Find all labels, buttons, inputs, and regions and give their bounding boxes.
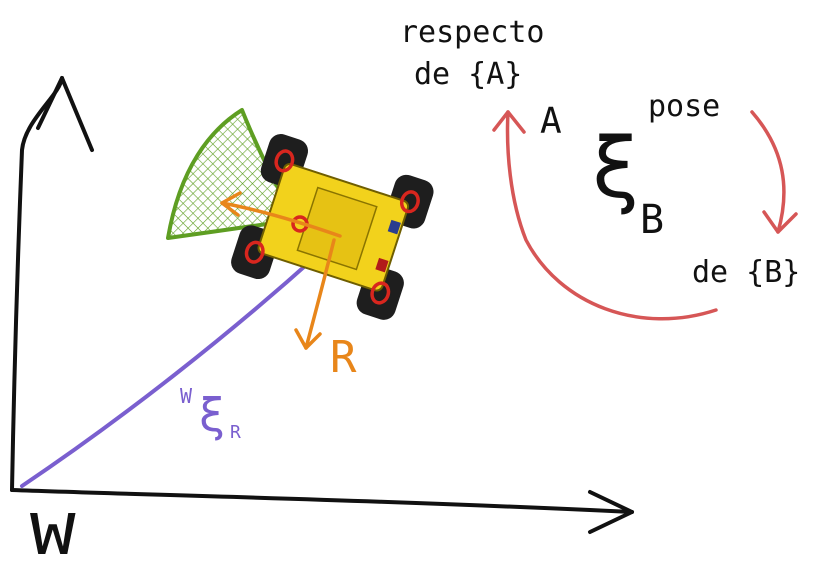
arrow-to-a: [505, 110, 718, 321]
pose-word-label: pose: [648, 89, 721, 124]
robot-frame-label: R: [330, 332, 357, 383]
pose-subscript: B: [640, 197, 665, 243]
robot-x-axis: [220, 201, 342, 238]
world-pose-superscript: W: [180, 384, 193, 408]
pose-superscript: A: [540, 101, 562, 142]
robot-axes: [220, 191, 342, 350]
respecto-label-line1: respecto: [400, 15, 545, 50]
de-b-label: de {B}: [692, 255, 801, 290]
respecto-label-line2: de {A}: [414, 57, 523, 92]
robot-y-axis: [304, 238, 336, 350]
robot-icon: [231, 134, 434, 320]
world-pose-subscript: R: [230, 422, 241, 443]
world-pose-vector: [20, 237, 337, 488]
world-frame-label: W: [30, 503, 76, 568]
pose-symbol: ξ: [590, 119, 641, 217]
world-pose-symbol: ξ: [198, 388, 226, 442]
arrow-to-b: [750, 110, 786, 234]
world-y-arrowhead: [36, 76, 94, 152]
world-x-arrowhead: [588, 490, 634, 534]
world-y-axis: [10, 76, 64, 492]
world-axes: [10, 76, 634, 534]
pose-cycle-arrows: [492, 110, 798, 321]
world-x-axis: [10, 488, 634, 514]
